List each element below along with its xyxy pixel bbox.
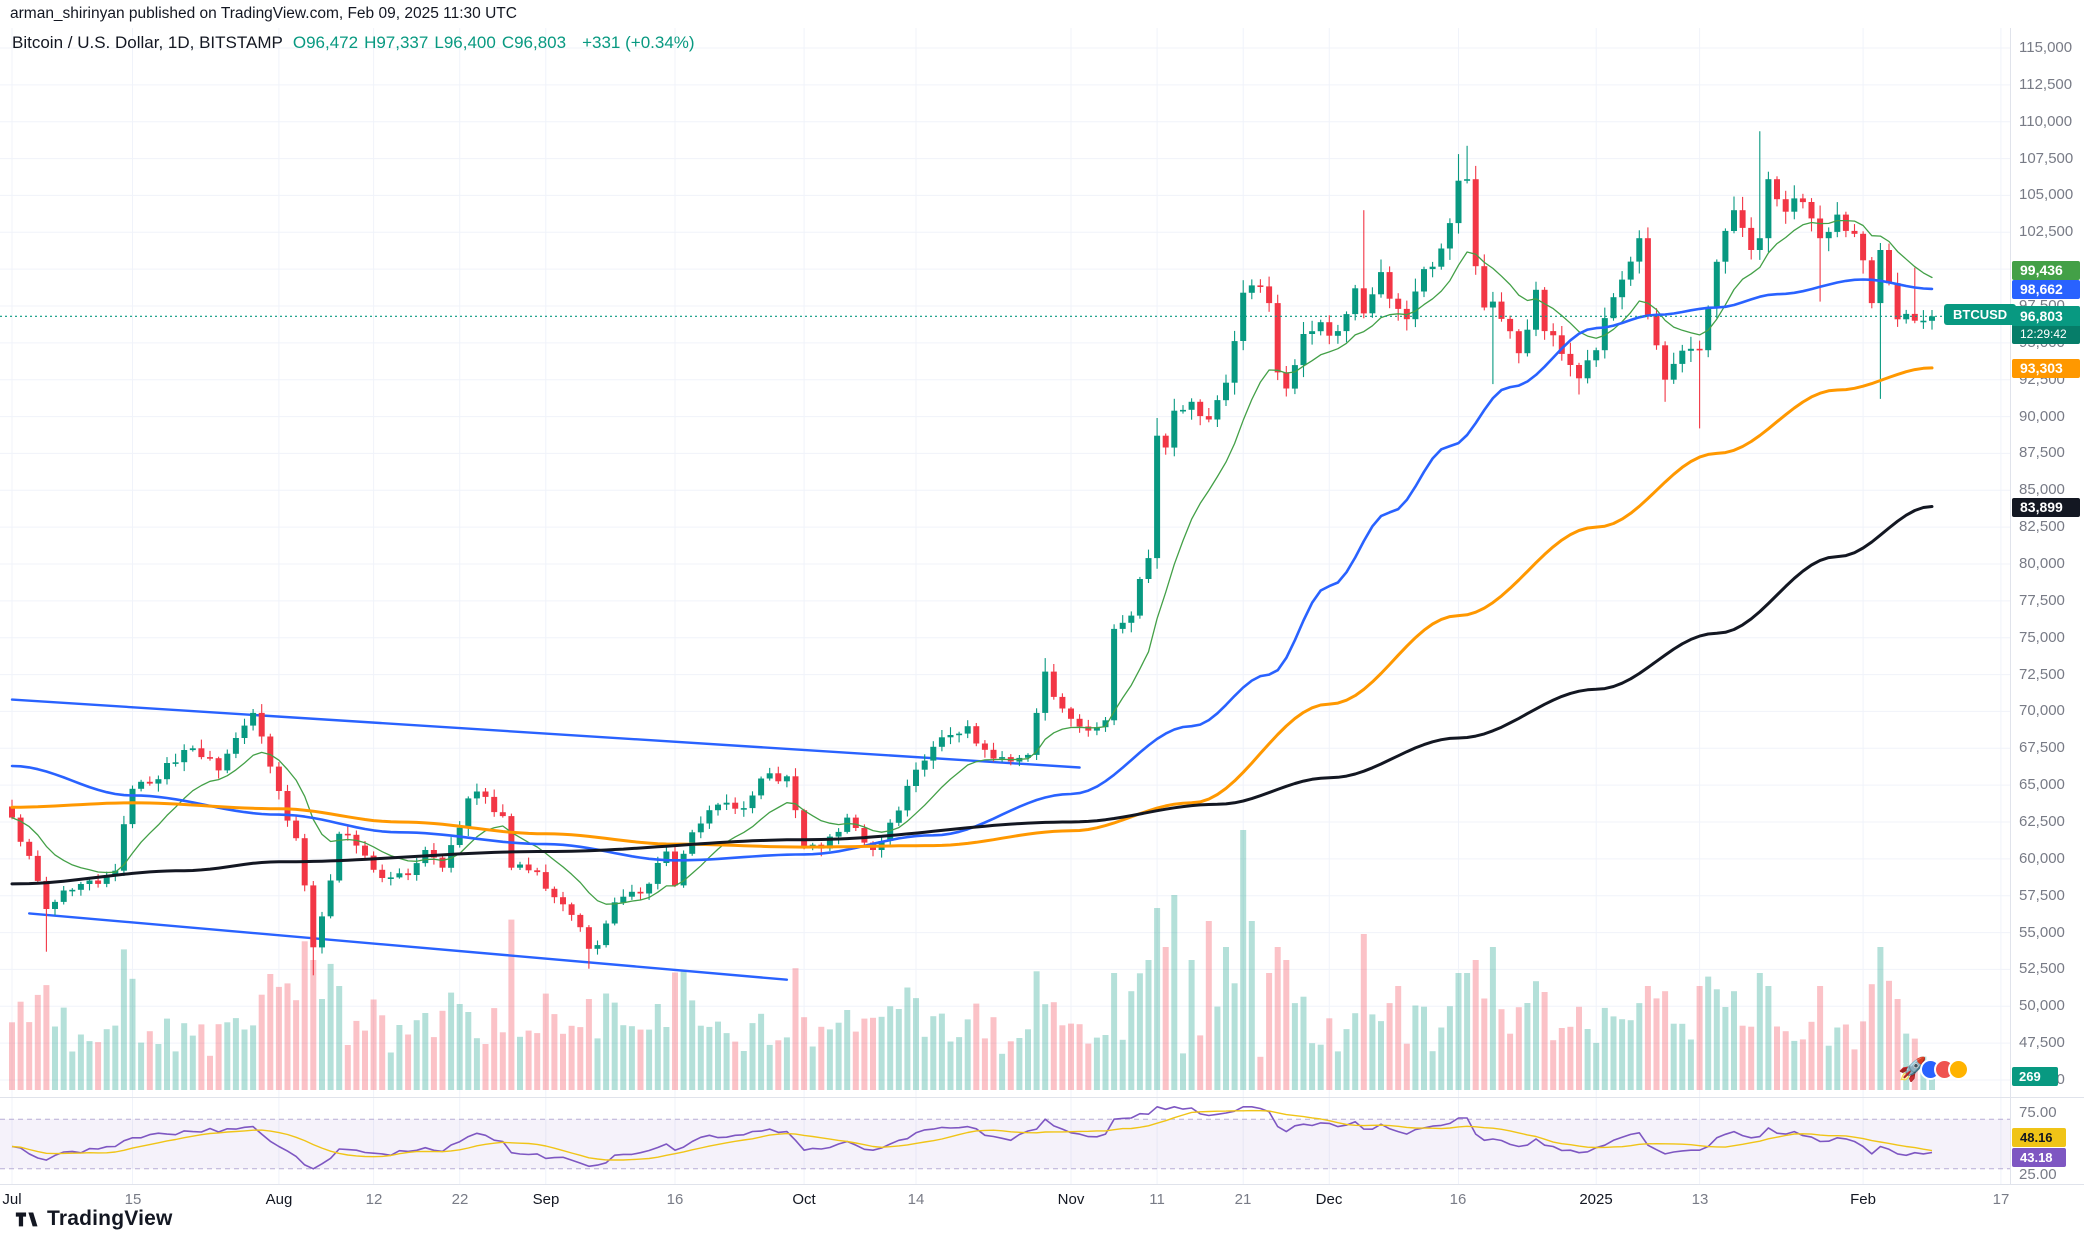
chart-legend: Bitcoin / U.S. Dollar, 1D, BITSTAMP O96,… <box>12 33 695 53</box>
reaction-circle-yellow-icon[interactable] <box>1947 1059 1969 1080</box>
legend-symbol-title[interactable]: Bitcoin / U.S. Dollar, 1D, BITSTAMP <box>12 33 283 52</box>
sma-blue-line <box>10 278 1934 862</box>
sma-orange-line <box>10 366 1934 849</box>
price-axis[interactable] <box>2010 28 2084 1184</box>
tradingview-logo[interactable]: TradingView <box>14 1206 173 1232</box>
footer: TradingView <box>14 1206 173 1232</box>
tradingview-logo-text: TradingView <box>47 1207 173 1230</box>
sma-black-line <box>10 505 1934 886</box>
tradingview-logo-icon <box>15 1212 38 1227</box>
rsi-line <box>11 1106 1933 1170</box>
legend-ohlc-o: O96,472 <box>292 33 359 52</box>
legend-change-value: +331 (+0.34%) <box>582 33 695 52</box>
time-axis[interactable] <box>0 1184 2084 1210</box>
legend-ohlc: O96,472 H97,337 L96,400 C96,803 <box>293 33 572 53</box>
trendlines <box>10 698 1081 981</box>
volume-bars <box>9 830 1935 1090</box>
descending-trendline-upper <box>10 698 1081 769</box>
legend-ohlc-c: C96,803 <box>501 33 567 52</box>
rsi-ma-line <box>11 1109 1933 1161</box>
legend-ohlc-h: H97,337 <box>364 33 429 52</box>
rsi-plot <box>11 1106 1933 1170</box>
descending-trendline-lower <box>28 912 789 981</box>
gridlines <box>0 28 2010 1184</box>
reaction-icons[interactable]: 🚀 <box>1898 1058 1969 1081</box>
legend-ohlc-l: L96,400 <box>434 33 496 52</box>
attribution-text: arman_shirinyan published on TradingView… <box>10 5 517 22</box>
rocket-emoji-icon[interactable]: 🚀 <box>1898 1056 1927 1082</box>
moving-average-lines <box>10 219 1934 905</box>
ema-green-line <box>11 219 1933 905</box>
candles <box>9 131 1935 976</box>
